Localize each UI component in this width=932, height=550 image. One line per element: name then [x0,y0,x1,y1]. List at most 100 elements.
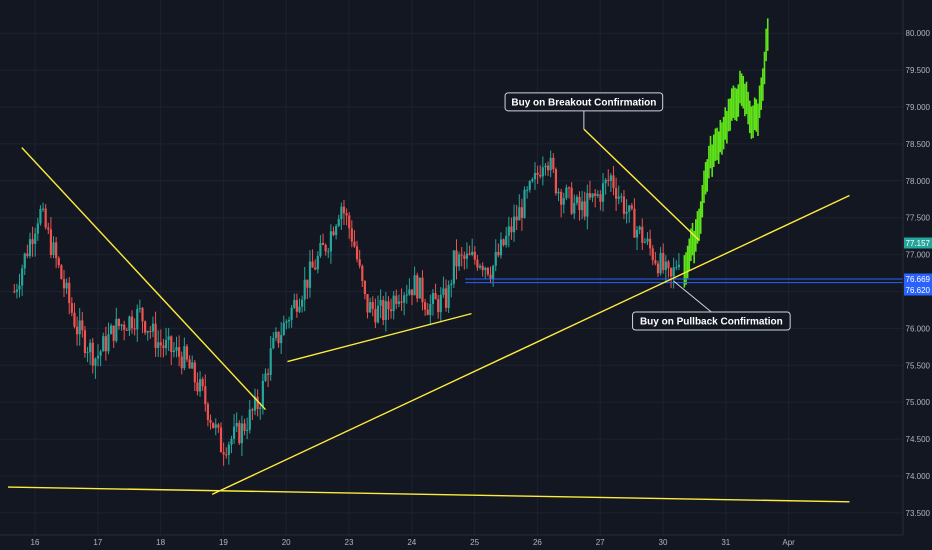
candle-body-142 [384,301,387,321]
candle-body-207 [554,169,558,194]
candle-body-79 [219,427,223,453]
candle-body-126 [342,206,346,214]
candle-body-159 [429,303,432,315]
candle-body-134 [363,280,367,295]
candle-body-147 [397,301,401,304]
candle-body-51 [146,330,149,333]
candle-body-6 [28,239,32,257]
candle-body-91 [251,409,254,411]
candle-body-211 [565,187,568,199]
candle-body-43 [125,329,128,331]
candle-body-237 [633,208,636,238]
candle-body-231 [617,196,620,199]
candle-body-80 [222,452,225,455]
candle-body-253 [675,267,678,269]
candles [13,18,769,466]
candle-body-50 [144,321,147,333]
candle-body-89 [246,429,249,431]
time-axis-background [0,535,932,550]
candle-body-145 [392,295,395,312]
price-tick-label-12: 74.000 [906,472,931,481]
time-tick-label-9: 27 [596,538,605,547]
candle-body-158 [426,309,429,315]
candle-body-101 [277,331,280,344]
price-tick-label-3: 78.500 [906,140,931,149]
candle-body-81 [225,454,228,456]
candle-body-165 [444,288,448,308]
candle-body-144 [389,309,393,312]
candle-body-143 [387,301,390,310]
candle-body-149 [403,295,406,303]
price-tick-label-4: 78.000 [906,177,931,186]
candle-body-189 [507,226,510,236]
candle-body-119 [324,244,327,252]
candle-body-146 [395,295,398,304]
candle-body-233 [622,196,626,214]
candle-body-31 [94,358,97,366]
candle-body-208 [557,191,560,194]
candle-body-22 [70,303,73,313]
candle-body-153 [413,275,416,296]
candle-body-104 [285,321,288,323]
candle-body-210 [562,198,565,205]
candle-body-223 [596,194,599,196]
candle-body-46 [133,328,136,330]
candle-body-169 [455,250,458,267]
candle-body-239 [638,226,641,230]
candle-body-59 [167,336,170,341]
candle-body-118 [321,242,325,245]
candle-body-190 [510,226,513,233]
major-uptrend-line [211,194,850,496]
trendlines [7,128,850,503]
candle-body-224 [599,194,602,202]
candle-body-129 [350,228,353,242]
candle-body-180 [484,267,487,271]
candle-body-40 [117,318,121,327]
price-level-tag-label-0: 77.157 [906,239,931,248]
candle-body-192 [515,216,518,221]
price-tick-label-0: 80.000 [906,29,931,38]
candle-body-88 [243,423,246,431]
price-level-tag-2 [904,284,932,296]
price-tick-label-6: 77.000 [906,251,931,260]
candle-body-201 [539,174,542,177]
candle-body-9 [36,223,39,234]
candle-body-76 [212,422,215,428]
candle-body-62 [175,347,178,351]
candle-body-73 [204,386,207,405]
candle-body-42 [123,324,126,330]
candle-body-16 [55,242,58,259]
candle-body-105 [287,319,291,322]
candle-body-68 [191,362,194,369]
time-tick-label-12: Apr [782,538,795,547]
candle-body-75 [209,419,212,423]
candle-body-102 [280,335,283,344]
time-tick-label-3: 19 [219,538,228,547]
candle-body-86 [238,423,241,444]
candle-body-242 [646,238,649,242]
candle-body-52 [149,330,152,332]
candle-body-202 [541,167,544,177]
candle-body-246 [656,263,660,274]
price-level-tag-0 [904,237,932,249]
candle-body-98 [269,348,272,375]
candle-body-222 [594,193,597,196]
candle-body-28 [86,352,89,354]
candle-body-56 [159,342,162,346]
breakout-callout: Buy on Breakout Confirmation [504,92,664,130]
price-tick-label-11: 74.500 [906,435,931,444]
price-axis[interactable]: 80.000 79.500 79.000 78.500 78.000 77.500 77.0… [902,0,932,550]
candle-body-234 [625,211,628,214]
candle-body-172 [463,255,466,259]
candle-body-94 [259,407,262,409]
candle-body-12 [44,208,47,228]
candle-body-162 [437,299,440,313]
time-axis[interactable]: 16 17 18 19 20 23 24 25 26 27 30 31 Apr [0,534,932,550]
candle-body-121 [329,231,332,252]
candle-body-206 [552,157,555,170]
candle-body-235 [628,205,631,212]
rising-support-line-1 [287,312,472,363]
time-tick-label-10: 30 [659,538,668,547]
candle-body-178 [478,265,482,268]
